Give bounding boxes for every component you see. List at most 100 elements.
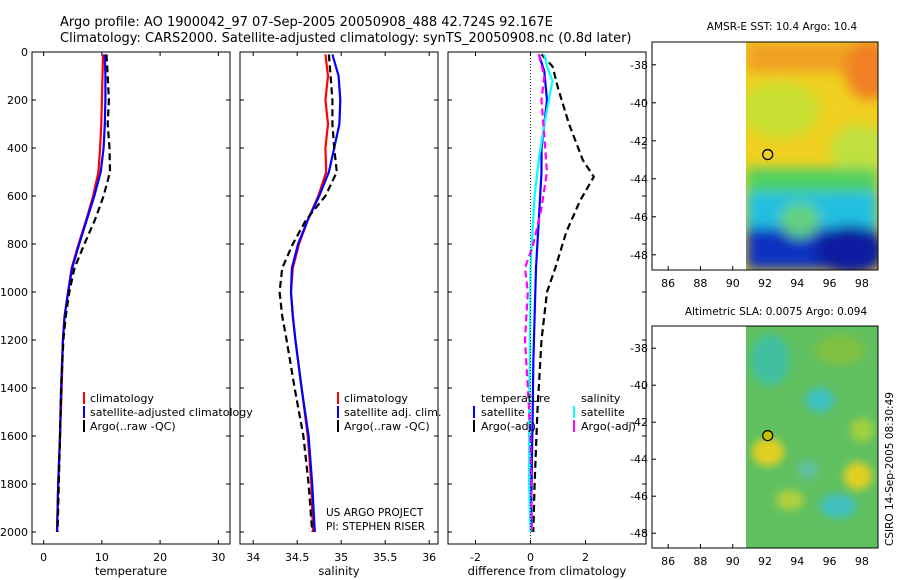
sla-patch-3 bbox=[805, 388, 835, 412]
legend-label-argo: Argo(..raw -QC) bbox=[344, 420, 430, 433]
legend-label-sal-argo: Argo(-adj) bbox=[581, 420, 636, 433]
map-x-tick-label: 86 bbox=[661, 277, 675, 290]
temperature-legend: climatology satellite-adjusted climatolo… bbox=[83, 392, 253, 433]
sst-argo-marker bbox=[762, 148, 774, 161]
series-argo-raw-qc bbox=[278, 54, 338, 533]
sla-map-title: Altimetric SLA: 0.0075 Argo: 0.094 bbox=[685, 306, 868, 318]
salinity-legend: climatology satellite adj. clim. Argo(..… bbox=[337, 392, 441, 433]
sla-map-field bbox=[746, 326, 878, 548]
map-y-tick-label: -46 bbox=[630, 490, 648, 503]
y-tick-label: 1800 bbox=[0, 478, 28, 491]
map-x-tick-label: 92 bbox=[758, 277, 772, 290]
legend-label-sal-satellite: satellite bbox=[581, 406, 625, 419]
legend-label-satellite: satellite adj. clim. bbox=[344, 406, 441, 419]
x-tick-label: -2 bbox=[470, 551, 481, 564]
map-x-tick-label: 96 bbox=[823, 277, 837, 290]
figure-title: Argo profile: AO 1900042_97 07-Sep-2005 … bbox=[60, 15, 553, 30]
series-temperature-argo-adj bbox=[532, 53, 595, 533]
series-argo-raw-qc bbox=[56, 54, 112, 533]
x-tick-label: 34 bbox=[246, 551, 260, 564]
legend-label-temp-satellite: satellite bbox=[481, 406, 525, 419]
salinity-xlabel: salinity bbox=[318, 564, 359, 578]
series-satellite-adj-clim bbox=[289, 54, 342, 533]
y-tick-label: 1600 bbox=[0, 430, 28, 443]
x-tick-label: 36 bbox=[422, 551, 436, 564]
y-tick-label: 1200 bbox=[0, 334, 28, 347]
difference-xlabel: difference from climatology bbox=[468, 564, 627, 578]
legend-label-climatology: climatology bbox=[90, 392, 154, 405]
map-y-tick-label: -42 bbox=[630, 416, 648, 429]
sla-patch-7 bbox=[776, 490, 804, 510]
sst-tongue bbox=[780, 202, 820, 238]
temperature-xlabel: temperature bbox=[95, 564, 167, 578]
map-y-tick-label: -48 bbox=[630, 527, 648, 540]
sst-map-title: AMSR-E SST: 10.4 Argo: 10.4 bbox=[707, 21, 858, 33]
difference-legend: temperature satellite Argo(-adj) salinit… bbox=[473, 392, 636, 433]
map-x-tick-label: 94 bbox=[790, 555, 804, 568]
sla-patch-9 bbox=[798, 460, 818, 480]
temperature-axes bbox=[31, 51, 231, 545]
series-temperature-satellite bbox=[529, 54, 549, 533]
map-x-tick-label: 94 bbox=[790, 277, 804, 290]
sst-coldest bbox=[815, 225, 878, 270]
y-tick-label: 1400 bbox=[0, 382, 28, 395]
map-x-tick-label: 88 bbox=[693, 277, 707, 290]
legend-label-climatology: climatology bbox=[344, 392, 408, 405]
sla-argo-marker bbox=[762, 429, 774, 442]
figure-subtitle: Climatology: CARS2000. Satellite-adjuste… bbox=[60, 31, 632, 46]
map-x-tick-label: 98 bbox=[855, 555, 869, 568]
series-climatology bbox=[55, 54, 105, 533]
legend-label-satellite: satellite-adjusted climatology bbox=[90, 406, 253, 419]
legend-label-argo: Argo(..raw -QC) bbox=[90, 420, 176, 433]
x-tick-label: 10 bbox=[95, 551, 109, 564]
map-x-tick-label: 90 bbox=[726, 277, 740, 290]
x-tick-label: 35 bbox=[334, 551, 348, 564]
x-tick-label: 2 bbox=[582, 551, 589, 564]
x-tick-label: 34.5 bbox=[285, 551, 310, 564]
project-credit: US ARGO PROJECT bbox=[326, 507, 424, 519]
x-tick-label: 30 bbox=[211, 551, 225, 564]
map-y-tick-label: -40 bbox=[630, 379, 648, 392]
y-tick-label: 400 bbox=[7, 142, 28, 155]
sst-mid-west bbox=[746, 82, 820, 138]
map-y-tick-label: -38 bbox=[630, 59, 648, 72]
map-y-tick-label: -38 bbox=[630, 342, 648, 355]
x-tick-label: 0 bbox=[527, 551, 534, 564]
map-y-tick-label: -44 bbox=[630, 173, 648, 186]
sla-patch-5 bbox=[844, 462, 872, 490]
x-tick-label: 20 bbox=[153, 551, 167, 564]
sla-patch-8 bbox=[850, 418, 874, 442]
x-tick-label: 0 bbox=[40, 551, 47, 564]
map-x-tick-label: 92 bbox=[758, 555, 772, 568]
difference-axes bbox=[447, 51, 647, 545]
map-y-tick-label: -40 bbox=[630, 97, 648, 110]
legend-title-salinity: salinity bbox=[581, 392, 621, 405]
series-salinity-satellite bbox=[527, 54, 554, 533]
series-satellite-adjusted-climatology bbox=[55, 54, 107, 533]
sst-warm-ne bbox=[845, 42, 878, 100]
series-salinity-argo-adj bbox=[523, 54, 549, 533]
sla-patch-1 bbox=[750, 335, 790, 385]
map-y-tick-label: -42 bbox=[630, 135, 648, 148]
map-y-tick-label: -46 bbox=[630, 211, 648, 224]
pi-credit: PI: STEPHEN RISER bbox=[326, 521, 425, 533]
map-y-tick-label: -48 bbox=[630, 249, 648, 262]
map-x-tick-label: 96 bbox=[823, 555, 837, 568]
sst-mid-east bbox=[830, 125, 878, 175]
series-layer bbox=[55, 53, 595, 533]
map-x-tick-label: 90 bbox=[726, 555, 740, 568]
y-tick-label: 200 bbox=[7, 94, 28, 107]
sst-map-field bbox=[746, 42, 878, 270]
legend-title-temperature: temperature bbox=[481, 392, 550, 405]
map-x-tick-label: 86 bbox=[661, 555, 675, 568]
sla-map-axes bbox=[651, 325, 879, 549]
y-tick-label: 0 bbox=[21, 46, 28, 59]
salinity-axes bbox=[239, 51, 439, 545]
map-x-tick-label: 98 bbox=[855, 277, 869, 290]
sst-map-axes bbox=[651, 41, 879, 271]
y-tick-label: 600 bbox=[7, 190, 28, 203]
sla-patch-2 bbox=[815, 335, 865, 365]
y-tick-label: 2000 bbox=[0, 526, 28, 539]
legend-label-temp-argo: Argo(-adj) bbox=[481, 420, 536, 433]
